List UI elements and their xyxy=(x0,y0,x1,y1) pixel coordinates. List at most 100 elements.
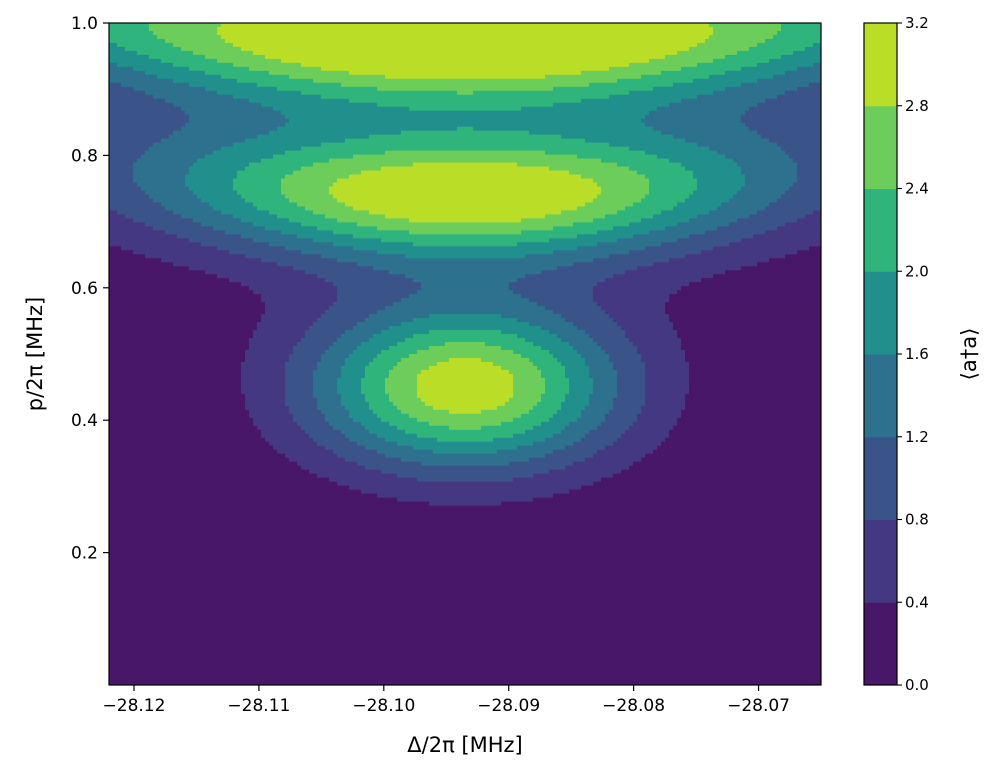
contour-cell xyxy=(401,63,406,68)
contour-cell xyxy=(305,123,310,128)
contour-cell xyxy=(473,51,478,56)
contour-cell xyxy=(389,23,394,28)
contour-cell xyxy=(173,55,178,60)
contour-cell xyxy=(689,63,694,68)
contour-cell xyxy=(333,123,338,128)
contour-cell xyxy=(233,51,238,56)
contour-cell xyxy=(477,127,482,132)
contour-cell xyxy=(813,115,818,120)
contour-cell xyxy=(701,87,706,92)
contour-cell xyxy=(561,55,566,60)
contour-cell xyxy=(813,83,818,88)
contour-cell xyxy=(793,107,798,112)
contour-cell xyxy=(269,31,274,36)
contour-cell xyxy=(461,51,466,56)
contour-cell xyxy=(213,43,218,48)
contour-cell xyxy=(165,91,170,96)
contour-cell xyxy=(361,27,366,32)
contour-cell xyxy=(225,31,230,36)
contour-cell xyxy=(593,31,598,36)
contour-cell xyxy=(645,75,650,80)
contour-cell xyxy=(525,51,530,56)
contour-cell xyxy=(681,55,686,60)
contour-cell xyxy=(321,99,326,104)
contour-cell xyxy=(401,23,406,28)
contour-cell xyxy=(597,71,602,76)
contour-cell xyxy=(489,31,494,36)
contour-cell xyxy=(409,63,414,68)
contour-cell xyxy=(797,115,802,120)
contour-cell xyxy=(301,55,306,60)
contour-cell xyxy=(289,31,294,36)
contour-cell xyxy=(277,51,282,56)
contour-cell xyxy=(233,47,238,52)
contour-cell xyxy=(353,99,358,104)
contour-cell xyxy=(205,107,210,112)
contour-cell xyxy=(657,27,662,32)
contour-cell xyxy=(505,71,510,76)
contour-cell xyxy=(565,51,570,56)
contour-cell xyxy=(129,103,134,108)
contour-cell xyxy=(137,107,142,112)
contour-cell xyxy=(741,115,746,120)
contour-cell xyxy=(321,123,326,128)
contour-cell xyxy=(433,111,438,116)
contour-cell xyxy=(217,47,222,52)
contour-cell xyxy=(317,119,322,124)
contour-cell xyxy=(517,103,522,108)
contour-cell xyxy=(145,59,150,64)
contour-cell xyxy=(653,35,658,40)
contour-cell xyxy=(113,51,118,56)
contour-cell xyxy=(493,59,498,64)
contour-cell xyxy=(653,115,658,120)
contour-cell xyxy=(245,51,250,56)
contour-cell xyxy=(569,79,574,84)
contour-cell xyxy=(457,99,462,104)
contour-cell xyxy=(173,31,178,36)
contour-cell xyxy=(313,67,318,72)
contour-cell xyxy=(629,87,634,92)
contour-cell xyxy=(577,23,582,28)
contour-cell xyxy=(209,107,214,112)
contour-cell xyxy=(777,95,782,100)
contour-cell xyxy=(745,87,750,92)
contour-cell xyxy=(741,75,746,80)
contour-cell xyxy=(133,87,138,92)
contour-cell xyxy=(525,43,530,48)
contour-cell xyxy=(661,59,666,64)
contour-cell xyxy=(333,55,338,60)
contour-cell xyxy=(757,79,762,84)
contour-cell xyxy=(473,119,478,124)
contour-cell xyxy=(389,111,394,116)
contour-cell xyxy=(357,63,362,68)
contour-cell xyxy=(665,99,670,104)
contour-cell xyxy=(297,27,302,32)
contour-cell xyxy=(465,51,470,56)
contour-cell xyxy=(285,23,290,28)
contour-cell xyxy=(297,91,302,96)
contour-cell xyxy=(629,83,634,88)
contour-cell xyxy=(281,131,286,136)
contour-cell xyxy=(757,123,762,128)
contour-cell xyxy=(121,59,126,64)
contour-cell xyxy=(521,91,526,96)
contour-cell xyxy=(777,31,782,36)
contour-cell xyxy=(265,127,270,132)
contour-cell xyxy=(449,127,454,132)
contour-cell xyxy=(777,51,782,56)
contour-cell xyxy=(109,71,114,76)
contour-cell xyxy=(749,31,754,36)
contour-cell xyxy=(501,107,506,112)
contour-cell xyxy=(157,91,162,96)
contour-cell xyxy=(465,43,470,48)
contour-cell xyxy=(429,127,434,132)
contour-cell xyxy=(477,83,482,88)
contour-cell xyxy=(561,87,566,92)
contour-cell xyxy=(493,27,498,32)
contour-cell xyxy=(421,55,426,60)
contour-cell xyxy=(613,35,618,40)
contour-cell xyxy=(697,55,702,60)
contour-cell xyxy=(545,75,550,80)
contour-cell xyxy=(521,75,526,80)
contour-cell xyxy=(361,83,366,88)
